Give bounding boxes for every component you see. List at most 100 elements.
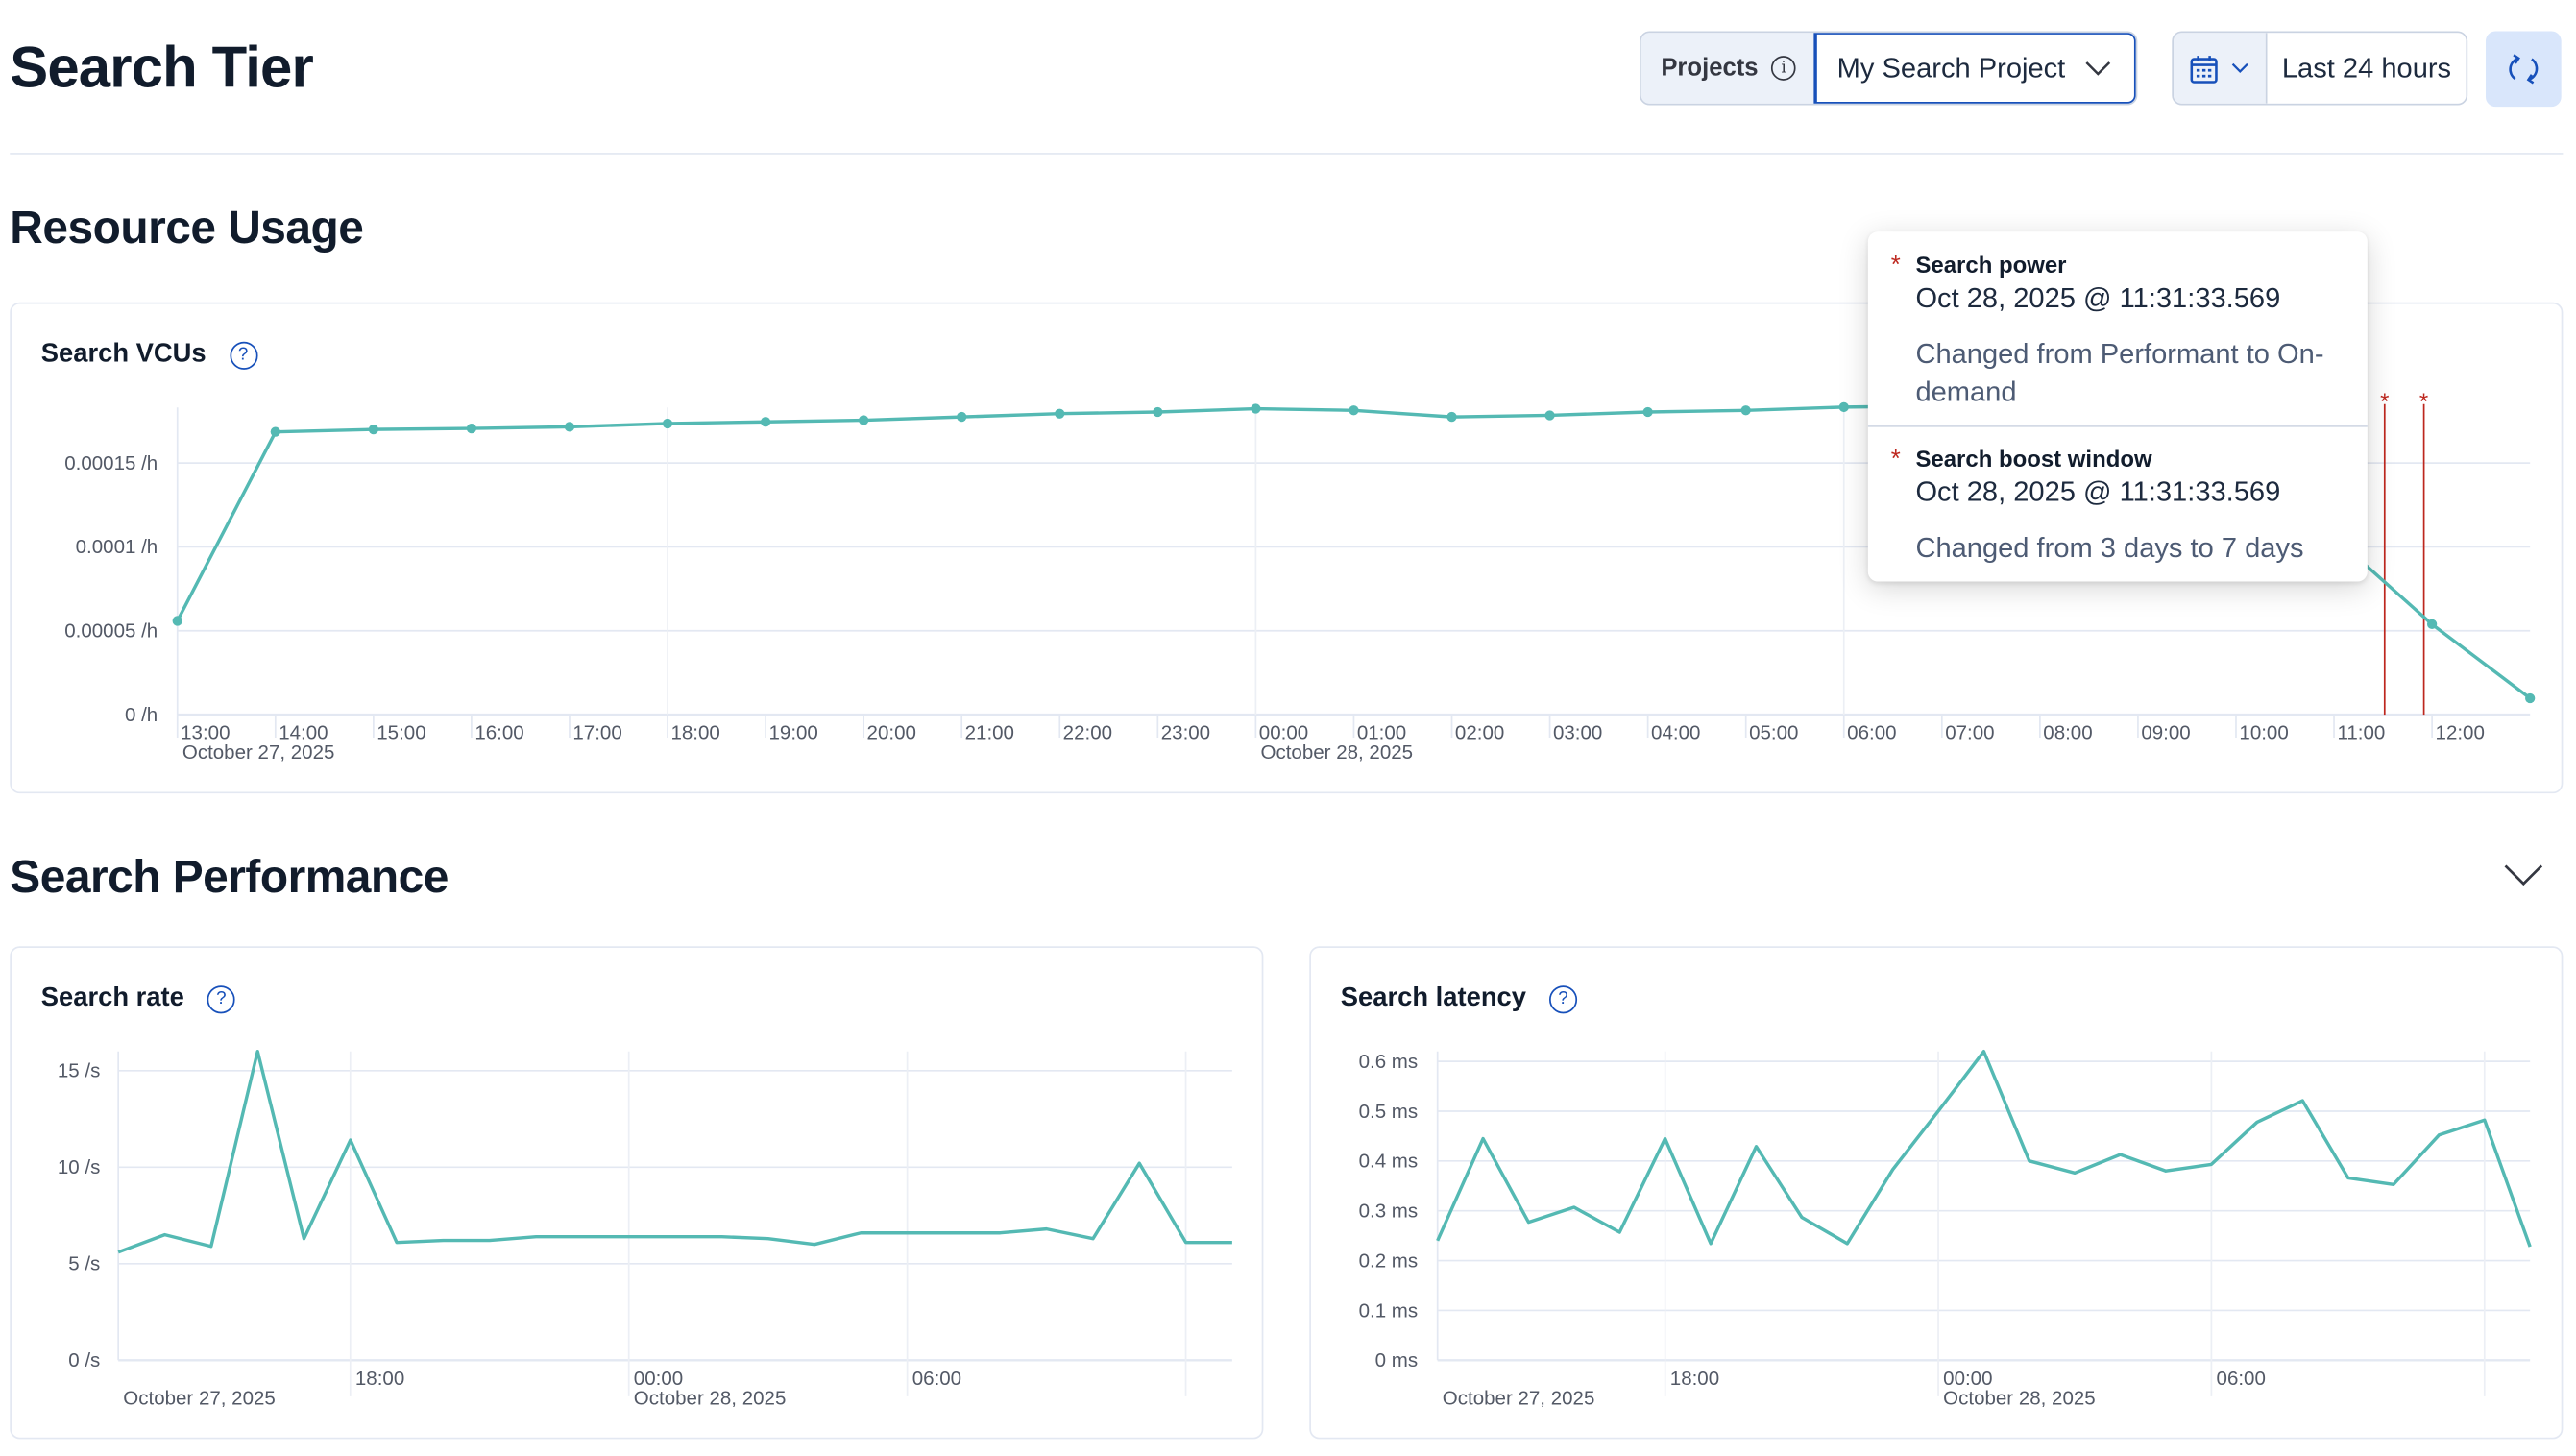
time-range-value: Last 24 hours bbox=[2281, 51, 2452, 84]
data-point bbox=[1740, 405, 1751, 416]
x-tick-label: 15:00 bbox=[377, 722, 425, 744]
y-tick-label: 0.4 ms bbox=[1359, 1151, 1419, 1173]
project-select-value: My Search Project bbox=[1836, 51, 2066, 84]
search-vcus-title-text: Search VCUs bbox=[40, 340, 207, 369]
y-tick-label: 0.0001 /h bbox=[76, 536, 158, 558]
x-tick-label: 10:00 bbox=[2239, 722, 2288, 744]
y-tick-label: 0.00015 /h bbox=[64, 452, 158, 474]
x-tick-label: 01:00 bbox=[1357, 722, 1406, 744]
data-point bbox=[1349, 405, 1359, 416]
y-tick-label: 0.5 ms bbox=[1359, 1101, 1419, 1123]
search-latency-title: Search latency ? bbox=[1341, 984, 1577, 1014]
y-tick-label: 0 ms bbox=[1375, 1349, 1418, 1371]
x-tick-label: 06:00 bbox=[1847, 722, 1896, 744]
x-tick-label: 06:00 bbox=[2217, 1368, 2266, 1390]
quick-select-button[interactable] bbox=[2173, 33, 2266, 104]
tooltip-item-time: Oct 28, 2025 @ 11:31:33.569 bbox=[1915, 282, 2281, 314]
x-tick-label: 16:00 bbox=[474, 722, 523, 744]
search-performance-title: Search Performance bbox=[10, 851, 449, 903]
x-tick-label: 18:00 bbox=[1670, 1368, 1719, 1390]
header-divider bbox=[10, 153, 2564, 155]
tooltip-item-description: Changed from 3 days to 7 days bbox=[1915, 532, 2304, 564]
x-tick-label: 22:00 bbox=[1063, 722, 1112, 744]
x-tick-label: 08:00 bbox=[2043, 722, 2092, 744]
x-date-label: October 27, 2025 bbox=[1443, 1387, 1595, 1409]
data-point bbox=[270, 426, 280, 437]
chevron-down-icon bbox=[2231, 62, 2248, 73]
date-picker: Last 24 hours bbox=[2172, 31, 2468, 106]
data-point bbox=[1838, 401, 1849, 413]
x-tick-label: 18:00 bbox=[355, 1368, 404, 1390]
data-point bbox=[1446, 411, 1457, 423]
annotation-marker: * bbox=[2380, 389, 2389, 415]
data-point bbox=[2525, 692, 2536, 704]
search-latency-panel: Search latency ? bbox=[1309, 946, 2564, 1440]
data-point bbox=[466, 423, 477, 434]
x-tick-label: 00:00 bbox=[1943, 1368, 1992, 1390]
x-tick-label: 20:00 bbox=[867, 722, 916, 744]
x-tick-label: 21:00 bbox=[965, 722, 1014, 744]
x-tick-label: 23:00 bbox=[1161, 722, 1210, 744]
x-tick-label: 05:00 bbox=[1749, 722, 1798, 744]
search-rate-title-text: Search rate bbox=[40, 983, 184, 1012]
tooltip-item-description: Changed from Performant to On-demand bbox=[1915, 338, 2324, 408]
data-point bbox=[1251, 403, 1261, 414]
tooltip-divider bbox=[1867, 425, 2368, 427]
calendar-icon bbox=[2190, 55, 2218, 83]
x-date-label: October 28, 2025 bbox=[1261, 741, 1414, 764]
data-point bbox=[1544, 410, 1555, 421]
x-tick-label: 19:00 bbox=[769, 722, 818, 744]
x-tick-label: 09:00 bbox=[2141, 722, 2190, 744]
x-tick-label: 04:00 bbox=[1651, 722, 1700, 744]
x-tick-label: 00:00 bbox=[634, 1368, 683, 1390]
help-icon[interactable]: ? bbox=[229, 340, 257, 370]
time-range-button[interactable]: Last 24 hours bbox=[2265, 33, 2467, 104]
resource-usage-title: Resource Usage bbox=[10, 202, 364, 254]
x-tick-label: 02:00 bbox=[1455, 722, 1504, 744]
help-icon[interactable]: ? bbox=[207, 984, 235, 1013]
y-tick-label: 0.3 ms bbox=[1359, 1201, 1419, 1223]
x-date-label: October 27, 2025 bbox=[123, 1387, 276, 1409]
data-point bbox=[2426, 619, 2438, 630]
annotation-marker: * bbox=[2419, 389, 2428, 415]
annotation-marker: * bbox=[1890, 445, 1901, 473]
x-tick-label: 18:00 bbox=[670, 722, 719, 744]
search-rate-panel: Search rate ? bbox=[10, 946, 1264, 1440]
data-point bbox=[368, 425, 378, 435]
data-point bbox=[662, 418, 673, 429]
annotation-tooltip: * Search power Oct 28, 2025 @ 11:31:33.5… bbox=[1867, 231, 2368, 582]
x-tick-label: 00:00 bbox=[1259, 722, 1308, 744]
search-rate-title: Search rate ? bbox=[41, 984, 235, 1014]
x-date-label: October 28, 2025 bbox=[1943, 1387, 2096, 1409]
y-tick-label: 10 /s bbox=[58, 1156, 100, 1178]
x-date-label: October 28, 2025 bbox=[634, 1387, 787, 1409]
x-tick-label: 13:00 bbox=[181, 722, 230, 744]
x-tick-label: 07:00 bbox=[1945, 722, 1994, 744]
y-tick-label: 0 /s bbox=[68, 1349, 100, 1371]
y-tick-label: 5 /s bbox=[68, 1253, 100, 1275]
refresh-button[interactable] bbox=[2485, 31, 2562, 108]
tooltip-item-name: Search power bbox=[1915, 251, 2067, 279]
info-icon[interactable]: i bbox=[1771, 56, 1796, 81]
tooltip-item-name: Search boost window bbox=[1915, 445, 2152, 472]
project-select[interactable]: My Search Project bbox=[1813, 33, 2136, 104]
projects-label-text: Projects bbox=[1661, 54, 1759, 83]
x-tick-label: 06:00 bbox=[912, 1368, 961, 1390]
data-point bbox=[859, 415, 869, 425]
y-tick-label: 0.1 ms bbox=[1359, 1299, 1419, 1322]
chevron-down-icon bbox=[2085, 61, 2111, 75]
y-tick-label: 0.00005 /h bbox=[64, 620, 158, 643]
x-tick-label: 03:00 bbox=[1553, 722, 1602, 744]
page-title: Search Tier bbox=[10, 36, 313, 101]
chevron-down-icon[interactable] bbox=[2504, 864, 2543, 887]
series-line bbox=[1436, 1050, 2532, 1248]
data-point bbox=[1642, 406, 1653, 418]
help-icon[interactable]: ? bbox=[1548, 984, 1577, 1013]
y-tick-label: 0.6 ms bbox=[1359, 1051, 1419, 1073]
search-latency-title-text: Search latency bbox=[1340, 983, 1526, 1012]
data-point bbox=[564, 422, 575, 432]
data-point bbox=[172, 616, 182, 626]
y-tick-label: 0.2 ms bbox=[1359, 1250, 1419, 1272]
